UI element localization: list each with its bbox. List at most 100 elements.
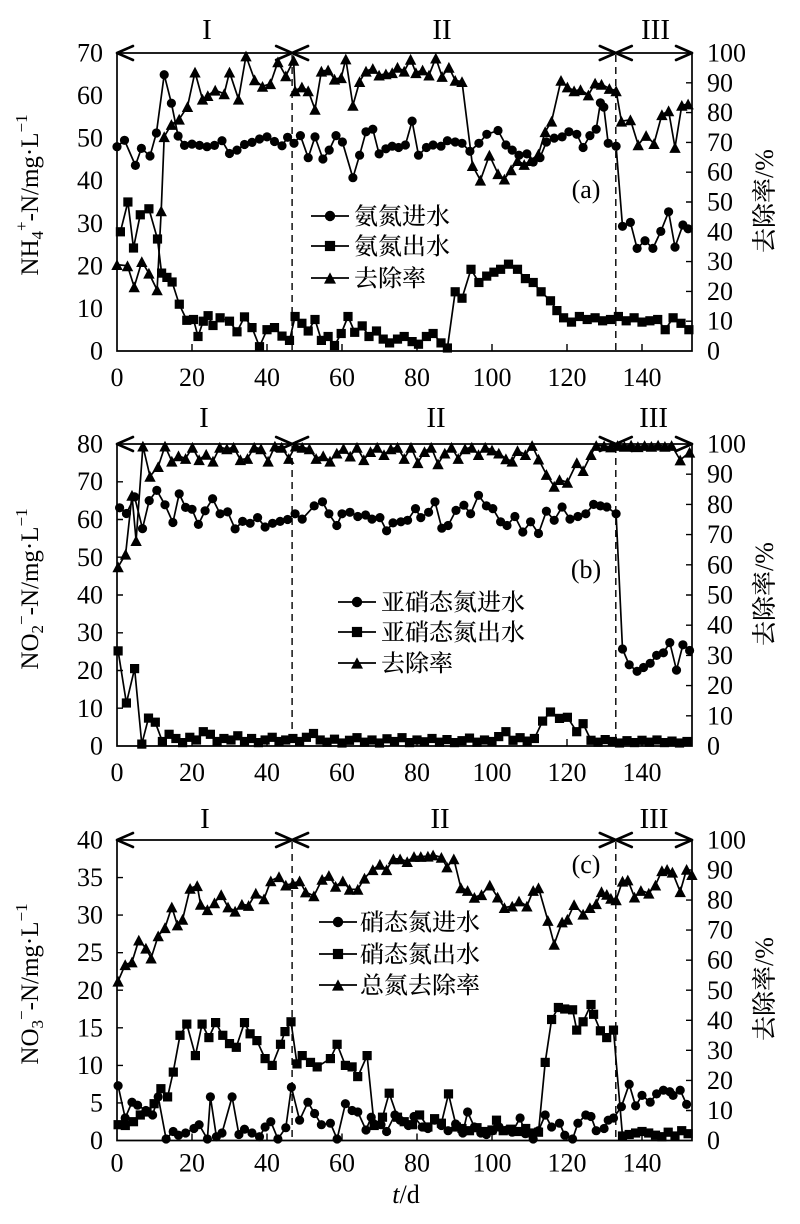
svg-text:140: 140 [623,1149,662,1178]
svg-text:15: 15 [77,1013,103,1042]
svg-text:NH4+-N/mg·L−1: NH4+-N/mg·L−1 [12,114,47,275]
svg-text:140: 140 [623,363,662,392]
svg-text:II: II [430,803,449,835]
svg-text:60: 60 [77,81,103,110]
svg-text:III: III [640,803,669,835]
svg-text:20: 20 [179,758,205,787]
svg-text:10: 10 [707,1096,733,1125]
svg-text:30: 30 [77,209,103,238]
svg-text:40: 40 [707,611,733,640]
svg-text:80: 80 [707,98,733,127]
svg-text:0: 0 [90,337,103,366]
svg-text:60: 60 [329,758,355,787]
svg-text:0: 0 [707,337,720,366]
svg-text:50: 50 [707,188,733,217]
svg-text:100: 100 [707,39,746,68]
svg-text:50: 50 [707,976,733,1005]
svg-text:80: 80 [404,1149,430,1178]
svg-text:(a): (a) [572,175,601,204]
svg-text:0: 0 [111,1149,124,1178]
svg-text:20: 20 [77,251,103,280]
svg-text:60: 60 [329,363,355,392]
svg-text:10: 10 [707,701,733,730]
svg-text:II: II [426,402,445,434]
svg-text:/%: /% [750,542,779,571]
svg-text:140: 140 [623,758,662,787]
svg-text:20: 20 [179,363,205,392]
svg-text:90: 90 [707,460,733,489]
svg-text:70: 70 [707,520,733,549]
svg-text:100: 100 [473,758,512,787]
svg-text:80: 80 [404,758,430,787]
svg-text:70: 70 [77,39,103,68]
svg-text:40: 40 [707,217,733,246]
svg-text:70: 70 [707,128,733,157]
svg-text:120: 120 [548,758,587,787]
svg-text:40: 40 [77,166,103,195]
svg-text:70: 70 [77,467,103,496]
svg-text:90: 90 [707,68,733,97]
svg-text:40: 40 [707,1006,733,1035]
svg-text:20: 20 [707,1066,733,1095]
svg-text:50: 50 [77,124,103,153]
svg-text:60: 60 [77,505,103,534]
svg-text:60: 60 [707,550,733,579]
svg-text:(b): (b) [571,555,601,584]
svg-text:50: 50 [707,581,733,610]
svg-text:30: 30 [707,247,733,276]
svg-text:100: 100 [707,826,746,855]
svg-text:0: 0 [111,758,124,787]
svg-text:0: 0 [111,363,124,392]
svg-text:0: 0 [90,1126,103,1155]
svg-text:120: 120 [548,363,587,392]
svg-text:II: II [432,14,451,46]
svg-text:III: III [641,14,670,46]
svg-text:40: 40 [254,363,280,392]
svg-text:III: III [639,402,668,434]
svg-text:60: 60 [707,158,733,187]
svg-text:20: 20 [707,277,733,306]
svg-text:20: 20 [707,671,733,700]
svg-text:5: 5 [90,1088,103,1117]
svg-text:100: 100 [707,430,746,459]
svg-text:NO2−-N/mg·L−1: NO2−-N/mg·L−1 [12,508,47,669]
svg-text:90: 90 [707,856,733,885]
svg-text:t/d: t/d [392,1180,419,1209]
svg-text:80: 80 [77,430,103,459]
svg-text:80: 80 [707,886,733,915]
svg-text:10: 10 [77,694,103,723]
svg-text:50: 50 [77,543,103,572]
svg-text:60: 60 [707,946,733,975]
svg-text:10: 10 [707,307,733,336]
svg-text:NO3−-N/mg·L−1: NO3−-N/mg·L−1 [12,903,47,1064]
svg-text:80: 80 [707,490,733,519]
svg-text:40: 40 [254,1149,280,1178]
svg-text:70: 70 [707,916,733,945]
svg-text:100: 100 [473,363,512,392]
svg-text:0: 0 [707,732,720,761]
svg-text:/%: /% [750,937,779,966]
svg-text:10: 10 [77,1051,103,1080]
svg-text:35: 35 [77,863,103,892]
svg-text:30: 30 [707,641,733,670]
svg-text:I: I [199,402,209,434]
svg-text:30: 30 [77,901,103,930]
svg-text:100: 100 [473,1149,512,1178]
svg-text:40: 40 [254,758,280,787]
svg-text:0: 0 [707,1126,720,1155]
svg-text:60: 60 [329,1149,355,1178]
svg-text:25: 25 [77,938,103,967]
svg-text:40: 40 [77,826,103,855]
svg-text:10: 10 [77,294,103,323]
svg-text:(c): (c) [572,850,601,879]
svg-text:80: 80 [404,363,430,392]
svg-text:I: I [200,803,210,835]
svg-text:20: 20 [77,656,103,685]
svg-text:30: 30 [77,618,103,647]
svg-text:/%: /% [750,149,779,178]
svg-text:30: 30 [707,1036,733,1065]
svg-text:120: 120 [548,1149,587,1178]
svg-text:I: I [202,14,212,46]
svg-text:20: 20 [179,1149,205,1178]
svg-text:20: 20 [77,976,103,1005]
